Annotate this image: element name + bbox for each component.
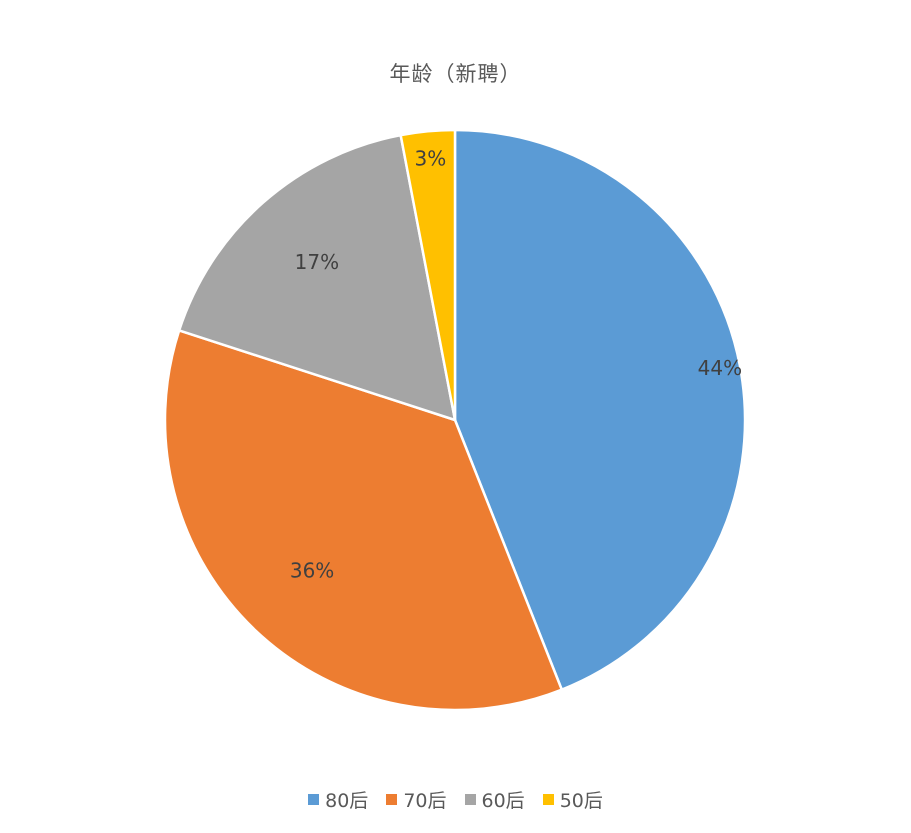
legend-swatch bbox=[386, 794, 398, 805]
legend-item-80后: 80后 bbox=[308, 786, 368, 813]
data-label-50后: 3% bbox=[415, 147, 447, 171]
pie-slice-60后 bbox=[177, 133, 457, 422]
legend-label: 80后 bbox=[325, 790, 369, 812]
legend-label: 70后 bbox=[403, 790, 447, 812]
chart-legend: 80后 70后 60后 50后 bbox=[0, 786, 911, 813]
legend-swatch bbox=[308, 794, 320, 805]
data-label-60后: 17% bbox=[295, 250, 339, 274]
legend-label: 60后 bbox=[481, 790, 525, 812]
legend-item-60后: 60后 bbox=[464, 786, 525, 813]
pie-slice-70后 bbox=[163, 329, 564, 712]
chart-title: 年龄（新聘） bbox=[389, 62, 522, 86]
pie-data-labels: 44% 36% 17% 3% bbox=[290, 147, 742, 583]
data-label-70后: 36% bbox=[290, 559, 334, 583]
pie-slice-50后 bbox=[399, 128, 457, 422]
legend-label: 50后 bbox=[559, 790, 603, 812]
data-label-80后: 44% bbox=[698, 356, 742, 380]
legend-swatch bbox=[542, 794, 554, 805]
legend-swatch bbox=[464, 794, 476, 805]
legend-item-50后: 50后 bbox=[542, 786, 603, 813]
legend-item-70后: 70后 bbox=[386, 786, 447, 813]
pie-slices bbox=[163, 128, 747, 712]
pie-slice-80后 bbox=[453, 128, 747, 691]
